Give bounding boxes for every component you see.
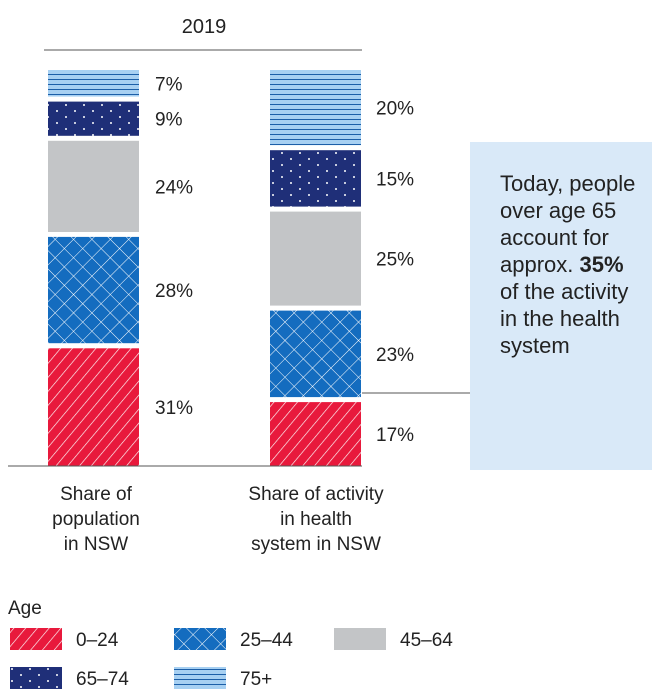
legend-item: 0–24 xyxy=(10,628,119,651)
bar-segment-0-24-cat1 xyxy=(48,348,139,466)
bar-segment-45-64-cat2 xyxy=(270,211,361,306)
bar-segment-25-44-cat2 xyxy=(270,310,361,398)
legend-swatch xyxy=(334,628,386,650)
value-label: 31% xyxy=(155,398,193,419)
legend-item: 75+ xyxy=(174,667,272,690)
legend-label: 0–24 xyxy=(76,630,119,651)
category-labels-layer: Share of population in NSW Share of activit… xyxy=(52,484,384,555)
legend-label: 45–64 xyxy=(400,630,453,651)
legend-item: 25–44 xyxy=(174,628,293,651)
legend: 0–24 25–44 45–64 65–74 75+ xyxy=(10,628,453,690)
bar-segment-0-24-cat2 xyxy=(270,402,361,466)
value-label: 17% xyxy=(376,425,414,446)
bar-segment-45-64-cat1 xyxy=(48,140,139,232)
legend-item: 45–64 xyxy=(334,628,453,651)
bar-segment-25-44-cat1 xyxy=(48,236,139,344)
callout-highlight: 35% xyxy=(579,252,624,277)
callout-box: Today, people over age 65 account for ap… xyxy=(470,142,652,470)
legend-swatch xyxy=(10,667,62,689)
callout-text-before: Today, people over age 65 account for ap… xyxy=(500,171,636,277)
legend-label: 25–44 xyxy=(240,630,293,651)
value-label: 20% xyxy=(376,99,414,120)
legend-label: 65–74 xyxy=(76,669,129,690)
callout-text-after: of the activity in the health system xyxy=(500,279,629,358)
chart-title: 2019 xyxy=(182,16,227,38)
category-label: Share of population in NSW xyxy=(52,484,140,555)
bar-segment-65-74-cat1 xyxy=(48,101,139,136)
value-label: 24% xyxy=(155,177,193,198)
legend-swatch xyxy=(10,628,62,650)
value-label: 9% xyxy=(155,110,183,131)
legend-item: 65–74 xyxy=(10,667,129,690)
value-label: 25% xyxy=(376,250,414,271)
value-label: 23% xyxy=(376,345,414,366)
value-label: 15% xyxy=(376,169,414,190)
legend-title: Age xyxy=(8,598,42,619)
bars-layer xyxy=(48,70,361,466)
legend-label: 75+ xyxy=(240,669,272,690)
value-labels-layer: 31% 28% 24% 9% 7% 17% 23% 25% 15% 20% xyxy=(155,74,414,446)
bar-segment-75+-cat1 xyxy=(48,70,139,97)
legend-swatch xyxy=(174,628,226,650)
bar-segment-75+-cat2 xyxy=(270,70,361,146)
category-label: Share of activity in health system in NSW xyxy=(248,484,384,555)
value-label: 28% xyxy=(155,281,193,302)
bar-segment-65-74-cat2 xyxy=(270,150,361,207)
legend-swatch xyxy=(174,667,226,689)
value-label: 7% xyxy=(155,74,183,95)
